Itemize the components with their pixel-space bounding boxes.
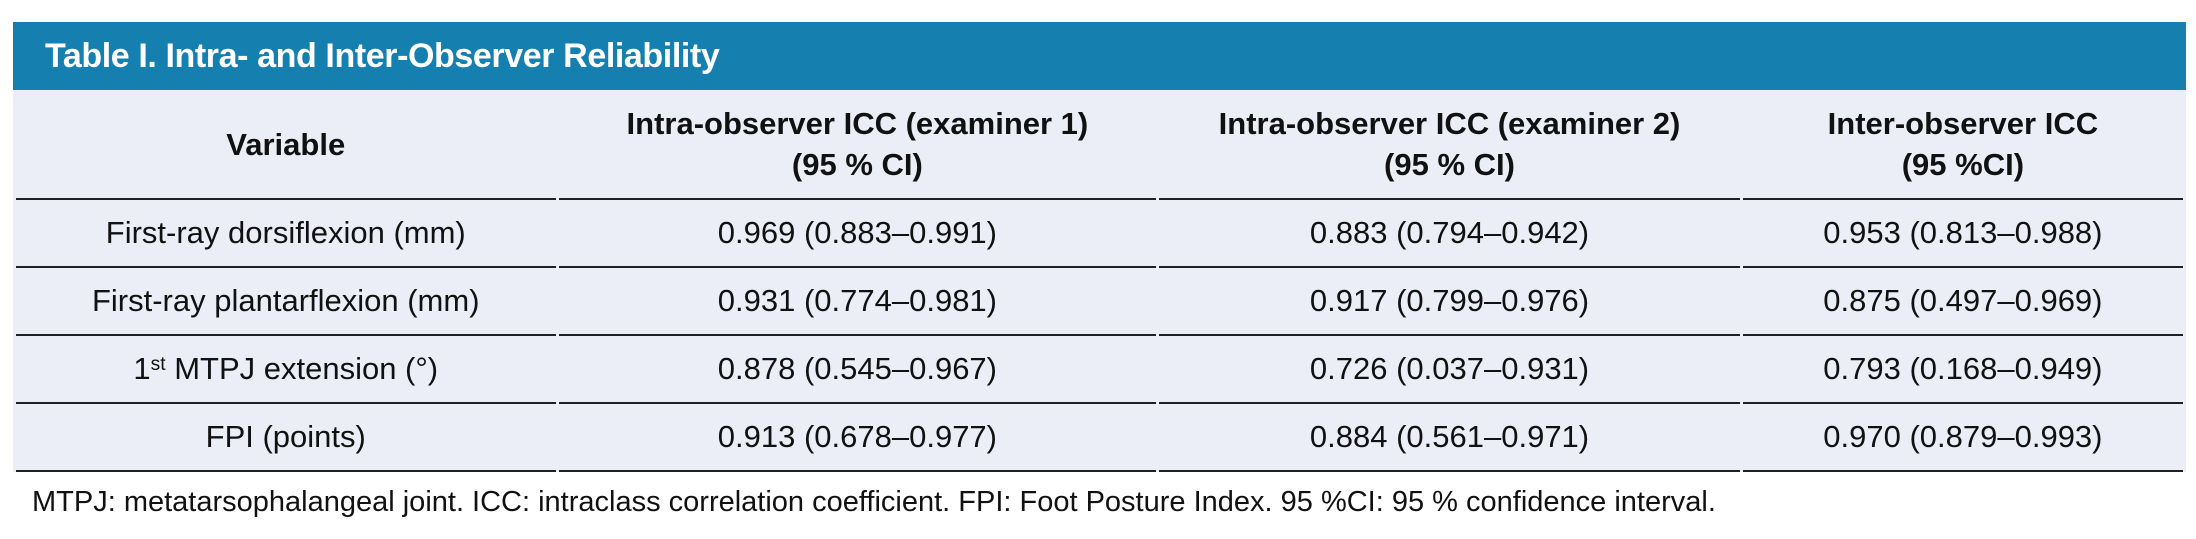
reliability-table: Variable Intra-observer ICC (examiner 1)… [13, 90, 2186, 472]
table-title: Table I. Intra- and Inter-Observer Relia… [45, 36, 720, 75]
cell-inter-observer: 0.793 (0.168–0.949) [1742, 336, 2183, 404]
cell-variable: FPI (points) [16, 404, 556, 472]
table-row: 1st MTPJ extension (°) 0.878 (0.545–0.96… [16, 336, 2183, 404]
table-row: FPI (points) 0.913 (0.678–0.977) 0.884 (… [16, 404, 2183, 472]
cell-intra-examiner2: 0.917 (0.799–0.976) [1159, 268, 1740, 336]
column-header-line1: Intra-observer ICC (examiner 2) [1218, 106, 1681, 141]
table-title-bar: Table I. Intra- and Inter-Observer Relia… [13, 22, 2186, 90]
header-row: Variable Intra-observer ICC (examiner 1)… [16, 90, 2183, 200]
table-row: First-ray dorsiflexion (mm) 0.969 (0.883… [16, 200, 2183, 268]
column-header-variable: Variable [16, 90, 556, 200]
cell-variable: First-ray plantarflexion (mm) [16, 268, 556, 336]
reliability-table-card: Table I. Intra- and Inter-Observer Relia… [13, 22, 2186, 472]
cell-inter-observer: 0.875 (0.497–0.969) [1742, 268, 2183, 336]
cell-variable: First-ray dorsiflexion (mm) [16, 200, 556, 268]
cell-intra-examiner1: 0.913 (0.678–0.977) [558, 404, 1157, 472]
table-row: First-ray plantarflexion (mm) 0.931 (0.7… [16, 268, 2183, 336]
column-header-intra-examiner1: Intra-observer ICC (examiner 1) (95 % CI… [558, 90, 1157, 200]
cell-variable: 1st MTPJ extension (°) [16, 336, 556, 404]
cell-intra-examiner1: 0.969 (0.883–0.991) [558, 200, 1157, 268]
cell-intra-examiner1: 0.931 (0.774–0.981) [558, 268, 1157, 336]
column-header-line2: (95 %CI) [1901, 147, 2025, 182]
cell-inter-observer: 0.953 (0.813–0.988) [1742, 200, 2183, 268]
column-header-intra-examiner2: Intra-observer ICC (examiner 2) (95 % CI… [1159, 90, 1740, 200]
column-header-inter-observer: Inter-observer ICC (95 %CI) [1742, 90, 2183, 200]
variable-superscript: st [150, 354, 166, 376]
variable-rest: MTPJ extension (°) [165, 351, 439, 386]
cell-intra-examiner1: 0.878 (0.545–0.967) [558, 336, 1157, 404]
cell-inter-observer: 0.970 (0.879–0.993) [1742, 404, 2183, 472]
column-header-line1: Inter-observer ICC [1827, 106, 2099, 141]
cell-intra-examiner2: 0.883 (0.794–0.942) [1159, 200, 1740, 268]
column-header-line1: Intra-observer ICC (examiner 1) [626, 106, 1089, 141]
column-header-line2: (95 % CI) [791, 147, 923, 182]
variable-prefix: 1 [133, 351, 151, 386]
column-header-line2: (95 % CI) [1384, 147, 1515, 182]
cell-intra-examiner2: 0.726 (0.037–0.931) [1159, 336, 1740, 404]
table-footnote: MTPJ: metatarsophalangeal joint. ICC: in… [32, 486, 1716, 518]
cell-intra-examiner2: 0.884 (0.561–0.971) [1159, 404, 1740, 472]
